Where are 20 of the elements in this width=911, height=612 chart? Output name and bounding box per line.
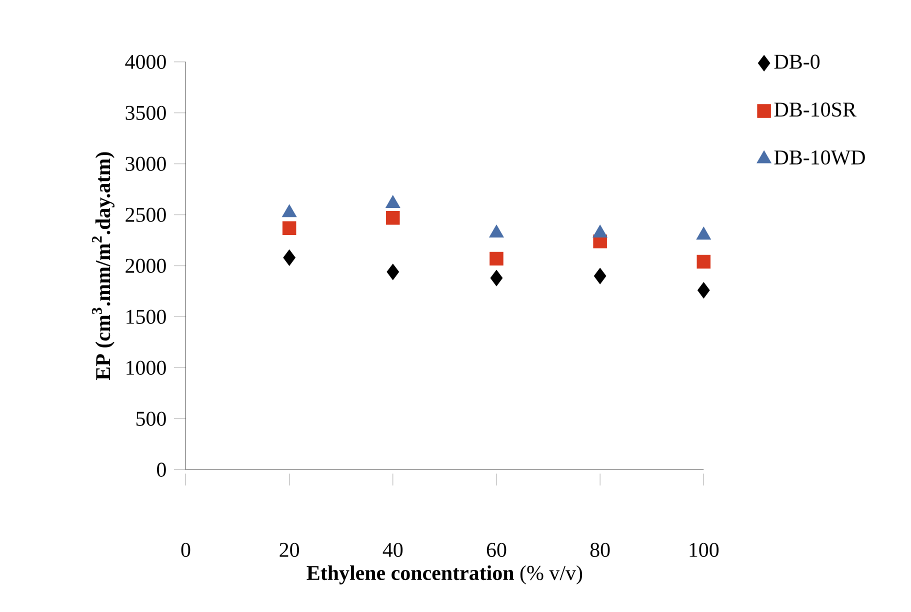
y-tick-label: 2000 xyxy=(126,258,166,273)
x-tick-label: 40 xyxy=(382,542,403,557)
y-tick-label: 2500 xyxy=(126,208,166,222)
x-tick-label: 0 xyxy=(181,542,190,557)
x-tick-label: 80 xyxy=(590,542,610,557)
y-tick-label: 1000 xyxy=(126,360,166,375)
x-tick-label: 60 xyxy=(486,542,506,557)
y-tick-label: 500 xyxy=(136,412,166,426)
x-tick-label: 20 xyxy=(280,542,300,557)
y-tick-label: 0 xyxy=(157,462,166,477)
legend-label: DB-10WD xyxy=(774,150,865,165)
y-tick-label: 1500 xyxy=(126,310,166,324)
legend-label: DB-10SR xyxy=(774,102,856,117)
y-tick-label: 3500 xyxy=(126,106,166,120)
y-tick-label: 3000 xyxy=(126,156,166,171)
x-tick-label: 100 xyxy=(690,542,719,557)
legend-label: DB-0 xyxy=(774,54,820,69)
y-axis-title: EP (cm$^{3}$.mm/m$^{2}$.day.atm) xyxy=(92,152,114,380)
y-tick-label: 4000 xyxy=(125,54,166,69)
x-axis-title: Ethylene concentration (% v/v) xyxy=(306,565,582,584)
